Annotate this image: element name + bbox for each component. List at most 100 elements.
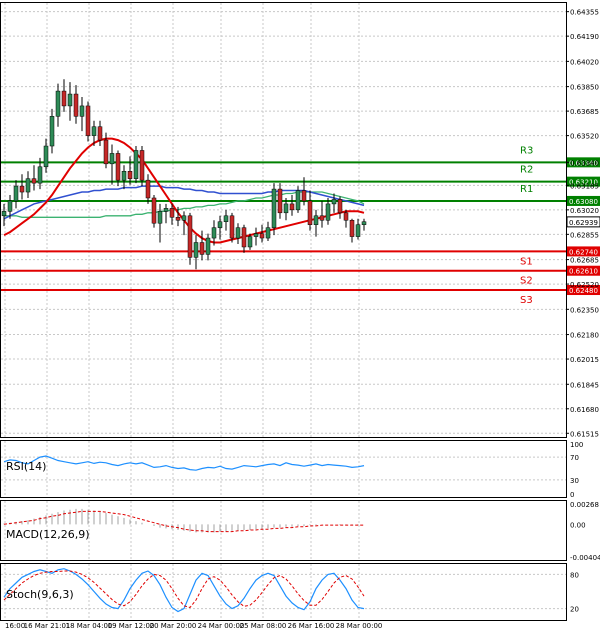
level-label-r3: R3 (520, 145, 533, 156)
rsi-y-tick-label: 70 (570, 454, 579, 462)
price-y-tick-label: 0.63685 (570, 108, 599, 116)
candle-up (253, 233, 259, 237)
candle-up (205, 237, 211, 255)
price-y-tick-label: 0.63520 (570, 133, 599, 141)
macd-pane-label: MACD(12,26,9) (6, 528, 90, 541)
price-y-tick-label: 0.63020 (570, 207, 599, 215)
rsi-pane (3, 455, 365, 471)
level-label-s1: S1 (520, 256, 533, 267)
x-tick-label: 24 Mar 00:00 (198, 622, 245, 630)
price-y-tick-label: 0.63185 (570, 182, 599, 190)
candle-down (229, 215, 235, 239)
level-label-r1: R1 (520, 184, 533, 195)
candle-down (115, 153, 121, 181)
candle-up (325, 203, 331, 221)
candle-up (271, 188, 277, 228)
price-y-tick-label: 0.61845 (570, 381, 599, 389)
candle-down (349, 219, 355, 237)
price-y-tick-label: 0.64355 (570, 9, 599, 17)
level-price-tag (567, 157, 600, 168)
candle-up (109, 153, 115, 165)
candle-up (43, 145, 49, 168)
price-y-tick-label: 0.62350 (570, 306, 599, 314)
level-price-tag-text: 0.63080 (569, 198, 598, 206)
candle-up (331, 199, 337, 205)
candle-down (73, 93, 79, 117)
candle-up (265, 227, 271, 239)
candle-up (313, 215, 319, 225)
price-y-tick-label: 0.62180 (570, 332, 599, 340)
level-price-tag-text: 0.62480 (569, 287, 598, 295)
level-price-tag (567, 195, 600, 206)
rsi-y-tick-label: 30 (570, 477, 579, 485)
price-y-tick-label: 0.62855 (570, 231, 599, 239)
candle-down (127, 170, 133, 179)
candle-down (319, 215, 325, 221)
price-y-tick-label: 0.64190 (570, 33, 599, 41)
candle-down (301, 190, 307, 202)
level-price-tag-text: 0.62740 (569, 248, 598, 256)
candle-up (55, 90, 61, 117)
pivot-levels: R3 0.63340 R2 0.63210 R1 0.63080 S1 0.62740 S2 0.… (1, 145, 600, 306)
stoch-pane-label: Stoch(9,6,3) (6, 588, 74, 601)
candle-down (187, 215, 193, 258)
price-y-tick-label: 0.63850 (570, 84, 599, 92)
x-tick-label: 28 Mar 00:00 (336, 622, 383, 630)
candle-up (223, 215, 229, 222)
candle-up (121, 170, 127, 181)
current-price-tag (566, 216, 600, 228)
candle-up (361, 221, 367, 225)
x-tick-label: 20 Mar 20:00 (150, 622, 197, 630)
candle-up (79, 105, 85, 117)
candle-up (295, 190, 301, 211)
candle-up (235, 227, 241, 239)
candle-down (199, 242, 205, 255)
candle-up (91, 126, 97, 136)
price-y-tick-label: 0.64020 (570, 58, 599, 66)
candle-up (217, 221, 223, 228)
candle-down (97, 126, 103, 141)
rsi-y-tick-label: 100 (570, 441, 583, 449)
x-tick-label: 19 Mar 12:00 (108, 622, 155, 630)
candle-up (25, 178, 31, 193)
candle-down (139, 150, 145, 181)
stoch-pane (3, 568, 365, 613)
candle-down (277, 188, 283, 214)
macd-signal-line (3, 510, 364, 533)
candle-up (1, 211, 7, 217)
rsi-pane-frame (0, 440, 567, 498)
price-y-tick-label: 0.61515 (570, 430, 599, 438)
level-price-tag-text: 0.63340 (569, 159, 598, 167)
candle-up (13, 185, 19, 202)
candle-down (337, 199, 343, 214)
rsi-pane-label: RSI(14) (6, 460, 46, 473)
level-label-s3: S3 (520, 295, 533, 306)
candle-up (247, 236, 253, 248)
x-tick-label: 16:00 (5, 622, 25, 630)
candle-up (49, 116, 55, 147)
candle-down (145, 179, 151, 199)
price-y-tick-label: 0.62685 (570, 257, 599, 265)
x-tick-label: 18 Mar 04:00 (66, 622, 113, 630)
level-price-tag (567, 285, 600, 296)
level-label-r2: R2 (520, 165, 533, 176)
candle-down (61, 90, 67, 107)
candle-down (151, 197, 157, 224)
x-tick-label: 16 Mar 21:01 (24, 622, 71, 630)
candle-down (175, 217, 181, 221)
candle-up (163, 208, 169, 212)
current-price-tag-text: 0.62939 (569, 219, 598, 227)
price-pane (1, 79, 367, 270)
candle-up (133, 150, 139, 179)
candle-up (37, 166, 43, 184)
level-price-tag-text: 0.63210 (569, 179, 598, 187)
candle-up (193, 242, 199, 258)
candle-down (31, 178, 37, 184)
candle-down (343, 212, 349, 221)
x-tick-label: 26 Mar 16:00 (288, 622, 335, 630)
price-y-tick-label: 0.62015 (570, 356, 599, 364)
price-y-tick-label: 0.63340 (570, 159, 599, 167)
macd-y-tick-label: -0.00404 (570, 554, 600, 562)
level-price-tag-text: 0.62610 (569, 268, 598, 276)
